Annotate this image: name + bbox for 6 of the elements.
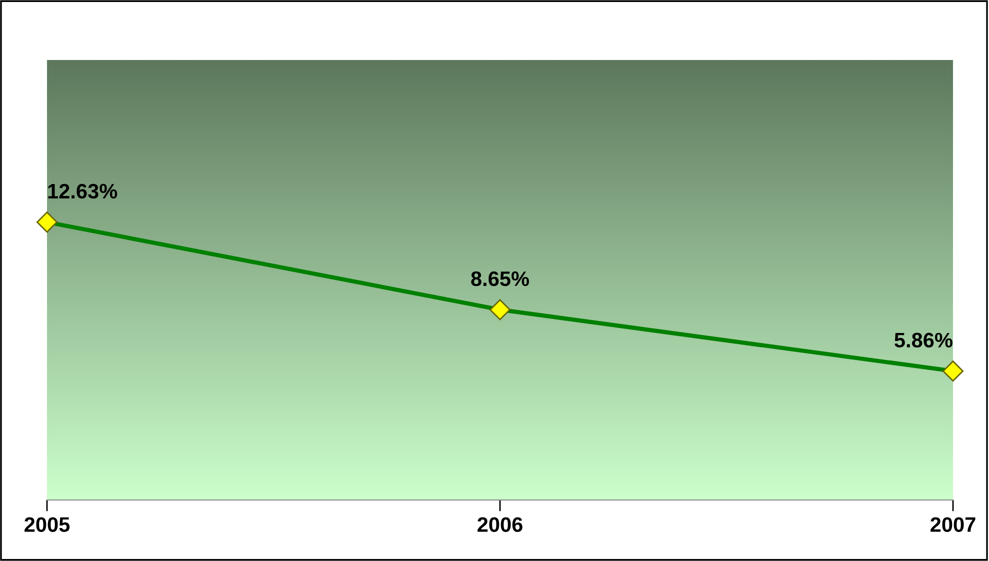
data-label: 5.86% — [894, 332, 952, 348]
x-tick-label: 2006 — [478, 517, 522, 532]
x-tick-label: 2007 — [930, 517, 976, 532]
data-label: 12.63% — [48, 184, 118, 199]
x-tick-label: 2005 — [24, 517, 70, 532]
data-label: 8.65% — [471, 271, 529, 286]
